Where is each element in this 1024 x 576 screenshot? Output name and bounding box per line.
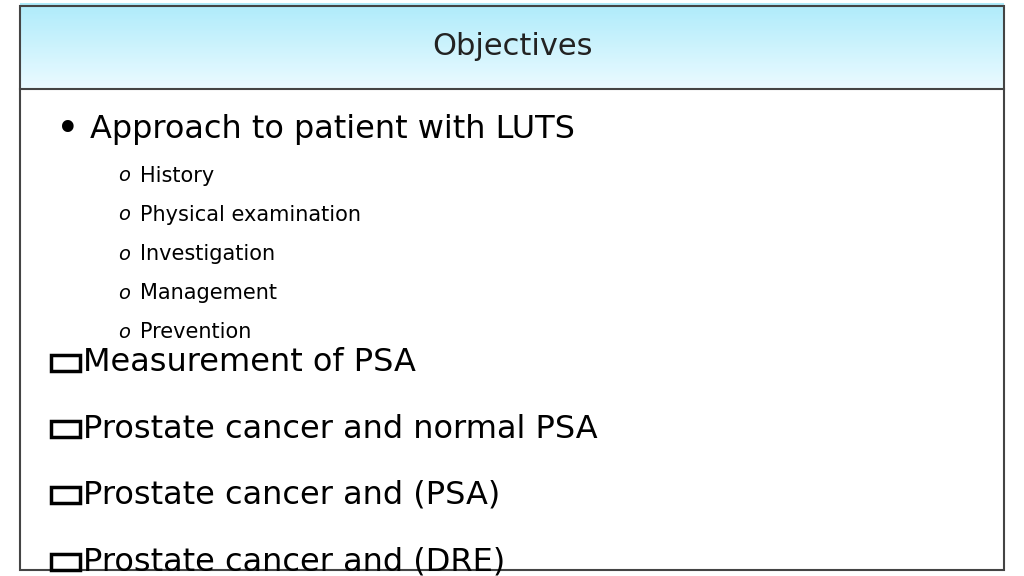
- Bar: [20, 60, 1004, 61]
- Bar: [20, 71, 1004, 72]
- Bar: [20, 21, 1004, 22]
- Text: Physical examination: Physical examination: [140, 205, 361, 225]
- Bar: [20, 79, 1004, 81]
- Bar: [20, 67, 1004, 68]
- Text: o: o: [118, 166, 130, 185]
- Bar: [20, 16, 1004, 17]
- Bar: [20, 54, 1004, 55]
- Bar: [20, 17, 1004, 18]
- Bar: [20, 10, 1004, 12]
- Text: Prevention: Prevention: [140, 323, 252, 342]
- Text: Prostate cancer and normal PSA: Prostate cancer and normal PSA: [83, 414, 598, 445]
- Bar: [20, 82, 1004, 83]
- Text: Measurement of PSA: Measurement of PSA: [83, 347, 416, 378]
- Bar: [20, 7, 1004, 8]
- Bar: [20, 22, 1004, 24]
- Bar: [20, 61, 1004, 62]
- Text: o: o: [118, 206, 130, 224]
- Bar: [20, 63, 1004, 65]
- Text: Prostate cancer and (PSA): Prostate cancer and (PSA): [83, 480, 500, 511]
- Bar: [20, 52, 1004, 54]
- Bar: [20, 86, 1004, 87]
- Bar: [20, 83, 1004, 84]
- Bar: [20, 15, 1004, 16]
- Bar: [20, 6, 1004, 7]
- Bar: [20, 56, 1004, 57]
- FancyBboxPatch shape: [51, 487, 80, 503]
- Bar: [20, 12, 1004, 13]
- Bar: [20, 14, 1004, 15]
- Bar: [20, 24, 1004, 25]
- Bar: [20, 37, 1004, 39]
- Bar: [20, 43, 1004, 44]
- Bar: [20, 25, 1004, 26]
- Bar: [20, 20, 1004, 21]
- Bar: [20, 4, 1004, 5]
- Bar: [20, 78, 1004, 79]
- Text: Approach to patient with LUTS: Approach to patient with LUTS: [90, 114, 575, 145]
- Bar: [20, 74, 1004, 75]
- FancyBboxPatch shape: [51, 554, 80, 570]
- Bar: [20, 40, 1004, 41]
- Bar: [20, 13, 1004, 14]
- Bar: [20, 31, 1004, 32]
- Bar: [20, 39, 1004, 40]
- Bar: [20, 9, 1004, 10]
- Bar: [20, 48, 1004, 50]
- Bar: [20, 72, 1004, 73]
- Bar: [20, 46, 1004, 47]
- Bar: [20, 26, 1004, 28]
- FancyBboxPatch shape: [51, 421, 80, 437]
- Text: Investigation: Investigation: [140, 244, 275, 264]
- Bar: [20, 59, 1004, 60]
- Bar: [20, 28, 1004, 29]
- Bar: [20, 62, 1004, 63]
- Bar: [20, 68, 1004, 69]
- Bar: [20, 51, 1004, 52]
- Text: History: History: [140, 166, 215, 185]
- Text: o: o: [118, 323, 130, 342]
- Bar: [20, 18, 1004, 19]
- Bar: [20, 73, 1004, 74]
- Bar: [20, 5, 1004, 6]
- Bar: [20, 47, 1004, 48]
- FancyBboxPatch shape: [20, 89, 1004, 570]
- Bar: [20, 66, 1004, 67]
- Bar: [20, 29, 1004, 30]
- Bar: [20, 36, 1004, 37]
- Bar: [20, 41, 1004, 42]
- Bar: [20, 58, 1004, 59]
- Bar: [20, 3, 1004, 4]
- Bar: [20, 70, 1004, 71]
- Bar: [20, 88, 1004, 89]
- Bar: [20, 69, 1004, 70]
- Text: Objectives: Objectives: [432, 32, 592, 60]
- Bar: [20, 57, 1004, 58]
- Bar: [20, 35, 1004, 36]
- Bar: [20, 77, 1004, 78]
- Text: Management: Management: [140, 283, 278, 303]
- Bar: [20, 30, 1004, 31]
- Bar: [20, 33, 1004, 34]
- Bar: [20, 50, 1004, 51]
- Bar: [20, 32, 1004, 33]
- Bar: [20, 42, 1004, 43]
- Bar: [20, 8, 1004, 9]
- Bar: [20, 75, 1004, 77]
- Bar: [20, 19, 1004, 20]
- Bar: [20, 85, 1004, 86]
- Text: •: •: [56, 109, 80, 150]
- Text: o: o: [118, 245, 130, 263]
- Bar: [20, 34, 1004, 35]
- Bar: [20, 45, 1004, 46]
- Bar: [20, 87, 1004, 88]
- Bar: [20, 44, 1004, 45]
- Bar: [20, 65, 1004, 66]
- Bar: [20, 55, 1004, 56]
- Text: o: o: [118, 284, 130, 302]
- Text: Prostate cancer and (DRE): Prostate cancer and (DRE): [83, 546, 505, 576]
- Bar: [20, 81, 1004, 82]
- FancyBboxPatch shape: [51, 355, 80, 371]
- Bar: [20, 84, 1004, 85]
